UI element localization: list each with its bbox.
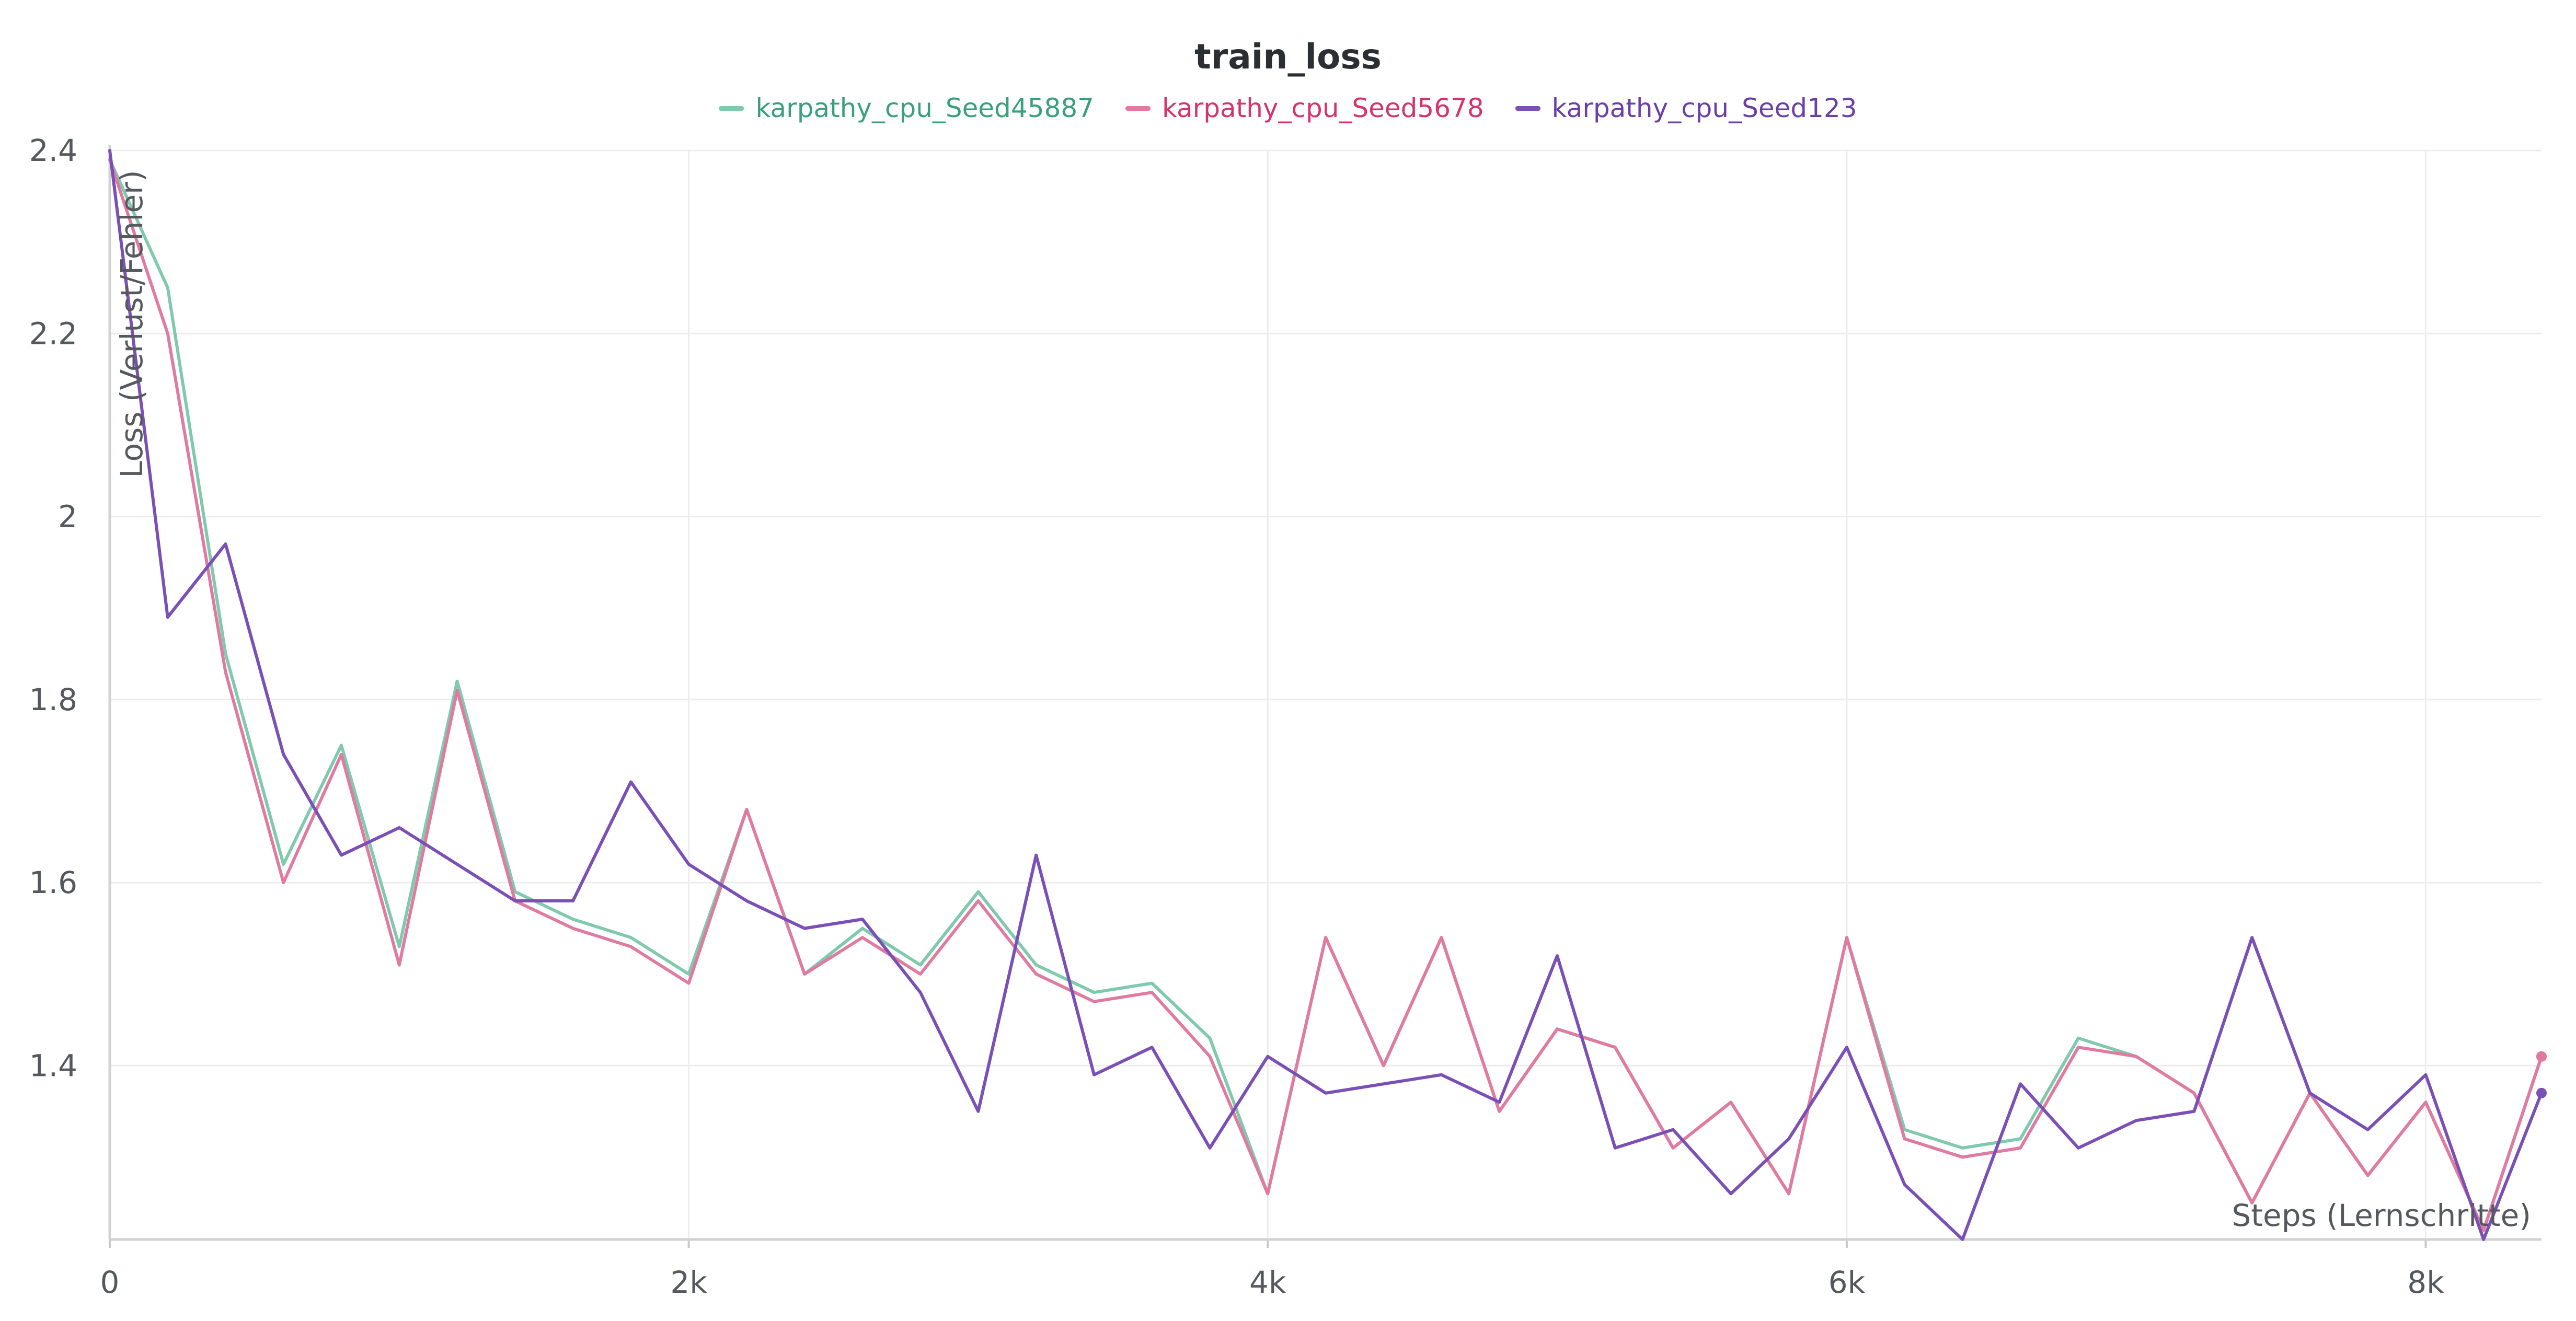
legend: karpathy_cpu_Seed45887 karpathy_cpu_Seed…: [0, 93, 2576, 123]
legend-item-seed123[interactable]: karpathy_cpu_Seed123: [1515, 93, 1857, 123]
y-tick-label: 2.2: [29, 316, 77, 351]
legend-label-seed5678: karpathy_cpu_Seed5678: [1162, 93, 1484, 123]
x-tick-label: 4k: [1249, 1265, 1286, 1300]
series-endpoint-2: [2536, 1087, 2547, 1098]
x-tick-label: 0: [100, 1265, 120, 1300]
axes: [108, 145, 2542, 1248]
legend-label-seed45887: karpathy_cpu_Seed45887: [755, 93, 1094, 123]
series-endpoint-1: [2536, 1051, 2547, 1062]
axis-labels: 1.4 1.6 1.8 2 2.2 2.4 0 2k 4k 6k 8k Loss (Verlust/F…: [29, 133, 2531, 1300]
chart-title: train_loss: [1194, 37, 1382, 77]
y-tick-label: 2.4: [29, 133, 77, 168]
y-tick-label: 1.6: [29, 865, 77, 900]
x-tick-label: 6k: [1828, 1265, 1866, 1300]
legend-swatch-seed5678: [1125, 106, 1151, 111]
legend-swatch-seed45887: [719, 106, 744, 111]
x-axis-title: Steps (Lernschritte): [2232, 1198, 2531, 1233]
y-tick-label: 1.4: [29, 1048, 77, 1083]
x-tick-label: 2k: [670, 1265, 707, 1300]
series-line-0: [108, 158, 2543, 1232]
y-axis-title: Loss (Verlust/Fehler): [114, 170, 150, 478]
series-lines: [108, 149, 2547, 1241]
legend-item-seed45887[interactable]: karpathy_cpu_Seed45887: [719, 93, 1094, 123]
legend-label-seed123: karpathy_cpu_Seed123: [1551, 93, 1857, 123]
series-line-1: [108, 158, 2543, 1232]
legend-swatch-seed123: [1515, 106, 1540, 111]
series-line-2: [108, 149, 2543, 1241]
y-tick-label: 2: [58, 499, 77, 535]
y-tick-label: 1.8: [29, 682, 77, 717]
x-tick-label: 8k: [2407, 1265, 2444, 1300]
grid-lines: [109, 149, 2542, 1239]
legend-item-seed5678[interactable]: karpathy_cpu_Seed5678: [1125, 93, 1484, 123]
